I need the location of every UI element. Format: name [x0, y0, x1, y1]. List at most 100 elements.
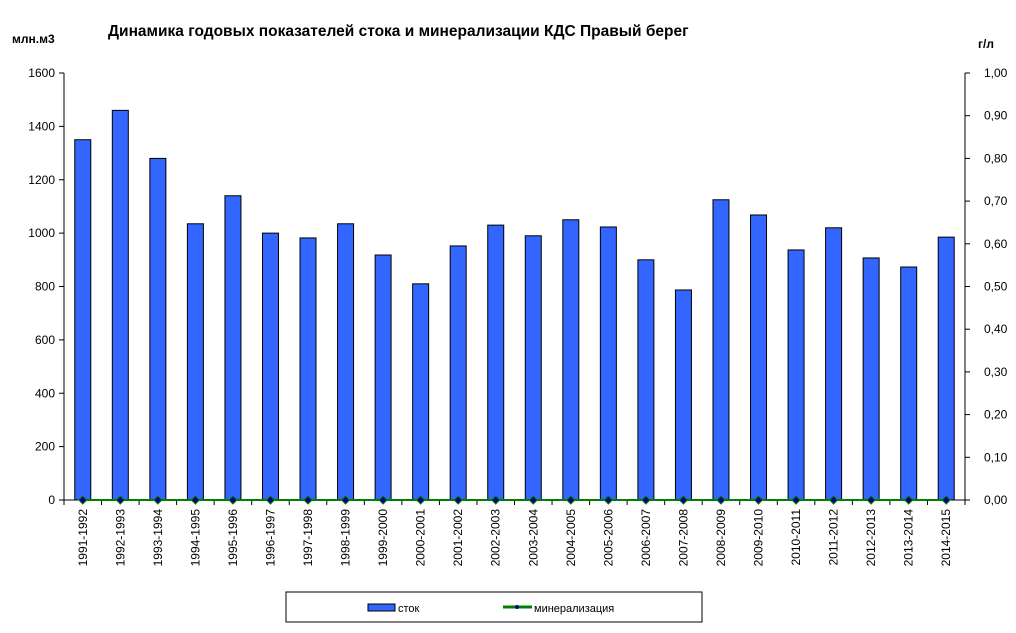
x-tick-label: 2013-2014	[902, 509, 916, 567]
mineral-point	[528, 495, 538, 505]
mineral-point	[303, 495, 313, 505]
y2-tick-label: 0,70	[984, 194, 1008, 208]
x-tick-label: 2003-2004	[526, 509, 540, 567]
bar	[674, 289, 692, 501]
y2-tick-label: 0,20	[984, 408, 1008, 422]
legend	[285, 591, 703, 623]
mineral-point	[866, 495, 876, 505]
x-tick-label: 2009-2010	[752, 509, 766, 567]
mineral-point	[603, 495, 614, 505]
bar	[74, 139, 92, 501]
mineral-point	[378, 495, 388, 505]
bar	[562, 219, 580, 501]
x-tick-label: 1995-1996	[226, 509, 240, 567]
bar	[524, 235, 542, 501]
x-tick-label: 1998-1999	[339, 509, 353, 567]
bar	[149, 157, 167, 501]
y2-tick-label: 0,30	[984, 365, 1008, 379]
bar	[487, 224, 505, 501]
bar	[862, 257, 880, 501]
y2-tick-label: 1,00	[984, 66, 1008, 80]
mineral-point	[453, 495, 463, 505]
y2-tick-label: 0,40	[984, 322, 1008, 336]
mineral-point	[641, 495, 651, 505]
x-tick-label: 1991-1992	[76, 509, 90, 567]
x-tick-label: 2012-2013	[864, 509, 878, 567]
bar	[937, 236, 955, 501]
mineral-point	[566, 495, 576, 505]
mineral-point	[941, 495, 951, 505]
bar	[750, 214, 768, 501]
bar	[111, 109, 129, 501]
x-tick-label: 2002-2003	[489, 509, 503, 567]
y-tick-label: 400	[35, 386, 55, 400]
y2-tick-label: 0,90	[984, 109, 1008, 123]
mineral-point	[228, 495, 238, 505]
x-tick-label: 1999-2000	[376, 509, 390, 567]
mineral-point	[415, 495, 426, 505]
x-tick-label: 2008-2009	[714, 509, 728, 567]
y-tick-label: 1000	[28, 226, 55, 240]
mineral-point	[903, 495, 914, 505]
y-tick-label: 200	[35, 440, 55, 454]
bar	[599, 226, 617, 501]
mineral-point	[753, 495, 764, 505]
x-tick-label: 2014-2015	[939, 509, 953, 567]
x-tick-label: 1997-1998	[301, 509, 315, 567]
mineral-point	[716, 495, 726, 505]
y-tick-label: 800	[35, 280, 55, 294]
mineral-point	[78, 495, 88, 505]
mineral-point	[491, 495, 501, 505]
legend-label-mineral: минерализация	[534, 603, 614, 615]
legend-marker-mineral	[515, 605, 519, 609]
mineral-point	[190, 495, 201, 505]
plot-area: 0 200 400 600 800 1000 1200 1400 1600 0,00 0,10 0,2…	[28, 66, 1007, 566]
x-tick-label: 2000-2001	[414, 509, 428, 567]
x-tick-label: 2001-2002	[451, 509, 465, 567]
mineral-point	[153, 495, 163, 505]
bar	[374, 254, 392, 501]
bar	[224, 195, 242, 501]
mineral-point	[265, 495, 276, 505]
mineral-point	[115, 495, 126, 505]
y2-tick-label: 0,60	[984, 237, 1008, 251]
y-tick-label: 0	[48, 493, 55, 507]
legend-swatch-stok	[367, 603, 396, 612]
mineral-point	[340, 495, 351, 505]
x-tick-label: 1996-1997	[263, 509, 277, 567]
mineral-point	[828, 495, 839, 505]
mineral-point	[791, 495, 801, 505]
bar	[299, 237, 317, 501]
x-tick-label: 1993-1994	[151, 509, 165, 567]
y-tick-label: 1200	[28, 173, 55, 187]
x-tick-label: 2007-2008	[676, 509, 690, 567]
bar	[900, 266, 918, 501]
bar	[787, 249, 805, 501]
x-tick-label: 2005-2006	[601, 509, 615, 567]
y-tick-label: 1400	[28, 119, 55, 133]
bar	[637, 259, 655, 501]
legend-label-stok: сток	[398, 603, 420, 615]
x-tick-label: 2006-2007	[639, 509, 653, 567]
y2-axis-label: г/л	[978, 37, 994, 51]
y-tick-label: 600	[35, 333, 55, 347]
y2-tick-label: 0,80	[984, 151, 1008, 165]
bar	[186, 223, 204, 501]
bar	[261, 232, 279, 501]
y2-tick-label: 0,10	[984, 450, 1008, 464]
x-tick-label: 1992-1993	[113, 509, 127, 567]
bar	[337, 223, 355, 501]
y-tick-label: 1600	[28, 66, 55, 80]
y-axis-label: млн.м3	[12, 32, 55, 46]
chart-title: Динамика годовых показателей стока и мин…	[108, 23, 689, 40]
x-tick-label: 2010-2011	[789, 509, 803, 566]
bar	[449, 245, 467, 501]
x-tick-label: 2004-2005	[564, 509, 578, 567]
bar	[825, 227, 843, 501]
mineral-point	[678, 495, 689, 505]
x-tick-label: 2011-2012	[827, 509, 841, 566]
bar	[712, 199, 730, 501]
y2-tick-label: 0,00	[984, 493, 1008, 507]
bar	[412, 283, 430, 501]
